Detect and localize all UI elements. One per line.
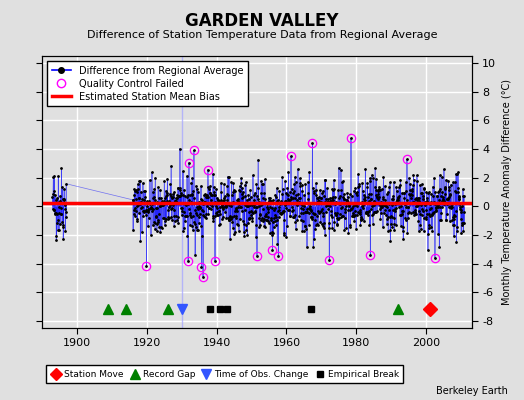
Text: GARDEN VALLEY: GARDEN VALLEY bbox=[185, 12, 339, 30]
Text: Berkeley Earth: Berkeley Earth bbox=[436, 386, 508, 396]
Legend: Station Move, Record Gap, Time of Obs. Change, Empirical Break: Station Move, Record Gap, Time of Obs. C… bbox=[47, 365, 403, 383]
Y-axis label: Monthly Temperature Anomaly Difference (°C): Monthly Temperature Anomaly Difference (… bbox=[501, 79, 511, 305]
Text: Difference of Station Temperature Data from Regional Average: Difference of Station Temperature Data f… bbox=[87, 30, 437, 40]
